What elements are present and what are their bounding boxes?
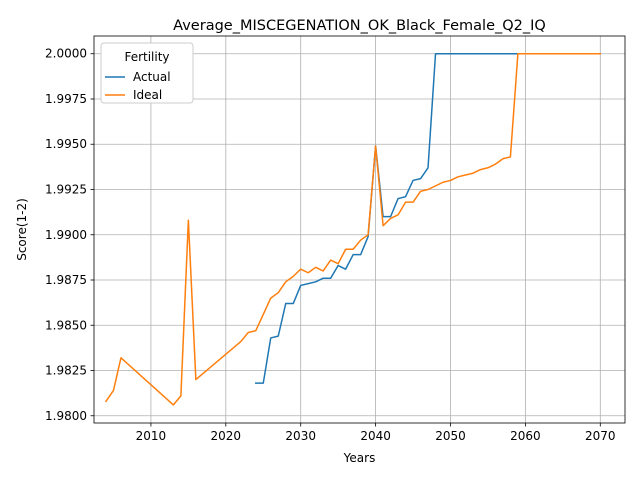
x-tick-label: 2010	[136, 429, 167, 443]
y-tick-label: 1.9850	[45, 318, 87, 332]
series-line-ideal	[104, 52, 602, 406]
y-tick-label: 2.0000	[45, 47, 87, 61]
y-tick-label: 1.9950	[45, 137, 87, 151]
legend-title: Fertility	[124, 50, 169, 64]
x-tick-label: 2060	[510, 429, 541, 443]
y-tick-label: 1.9975	[45, 92, 87, 106]
chart-title: Average_MISCEGENATION_OK_Black_Female_Q2…	[173, 18, 546, 34]
x-tick-label: 2030	[285, 429, 316, 443]
series-line-actual	[255, 52, 602, 384]
x-tick-label: 2040	[360, 429, 391, 443]
y-tick-label: 1.9900	[45, 228, 87, 242]
grid-lines	[94, 36, 625, 423]
plot-frame	[93, 35, 626, 424]
y-tick-label: 1.9925	[45, 183, 87, 197]
x-axis-label: Years	[343, 451, 376, 465]
y-axis-ticks: 1.9800 1.9825 1.9850 1.9875 1.9900 1.9925 1.99…	[45, 47, 94, 423]
y-tick-label: 1.9875	[45, 273, 87, 287]
legend-label-ideal: Ideal	[133, 88, 162, 102]
y-tick-label: 1.9800	[45, 409, 87, 423]
x-tick-label: 2070	[585, 429, 616, 443]
x-axis-ticks: 2010 2020 2030 2040 2050 2060 2070	[136, 423, 616, 443]
series-lines	[104, 52, 602, 406]
legend-label-actual: Actual	[133, 70, 171, 84]
y-axis-label: Score(1-2)	[15, 198, 29, 261]
x-tick-label: 2050	[435, 429, 466, 443]
y-tick-label: 1.9825	[45, 364, 87, 378]
legend-frame	[100, 42, 194, 104]
x-tick-label: 2020	[211, 429, 242, 443]
legend: Fertility Actual Ideal	[100, 42, 194, 104]
